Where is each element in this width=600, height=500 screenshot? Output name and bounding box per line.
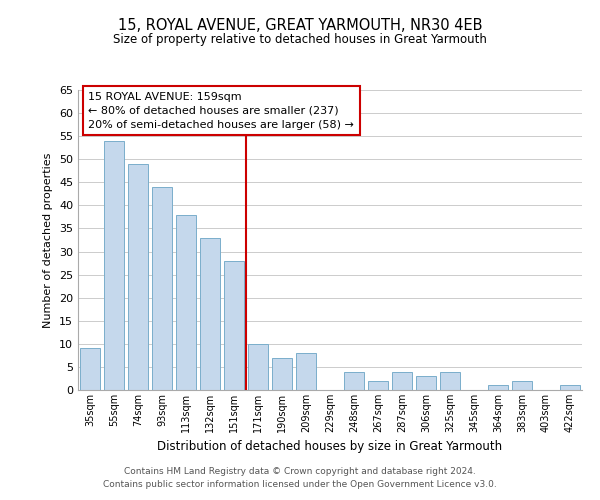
Bar — [272, 358, 292, 390]
Bar — [392, 372, 412, 390]
X-axis label: Distribution of detached houses by size in Great Yarmouth: Distribution of detached houses by size … — [157, 440, 503, 454]
Bar — [104, 141, 124, 390]
Text: Contains public sector information licensed under the Open Government Licence v3: Contains public sector information licen… — [103, 480, 497, 489]
Bar — [200, 238, 220, 390]
Bar — [344, 372, 364, 390]
Bar — [368, 381, 388, 390]
Text: 15, ROYAL AVENUE, GREAT YARMOUTH, NR30 4EB: 15, ROYAL AVENUE, GREAT YARMOUTH, NR30 4… — [118, 18, 482, 32]
Bar — [248, 344, 268, 390]
Bar — [440, 372, 460, 390]
Bar — [512, 381, 532, 390]
Text: 15 ROYAL AVENUE: 159sqm
← 80% of detached houses are smaller (237)
20% of semi-d: 15 ROYAL AVENUE: 159sqm ← 80% of detache… — [88, 92, 354, 130]
Bar — [128, 164, 148, 390]
Bar — [80, 348, 100, 390]
Bar — [296, 353, 316, 390]
Y-axis label: Number of detached properties: Number of detached properties — [43, 152, 53, 328]
Text: Contains HM Land Registry data © Crown copyright and database right 2024.: Contains HM Land Registry data © Crown c… — [124, 467, 476, 476]
Text: Size of property relative to detached houses in Great Yarmouth: Size of property relative to detached ho… — [113, 32, 487, 46]
Bar — [152, 187, 172, 390]
Bar — [488, 386, 508, 390]
Bar — [416, 376, 436, 390]
Bar — [176, 214, 196, 390]
Bar — [224, 261, 244, 390]
Bar — [560, 386, 580, 390]
